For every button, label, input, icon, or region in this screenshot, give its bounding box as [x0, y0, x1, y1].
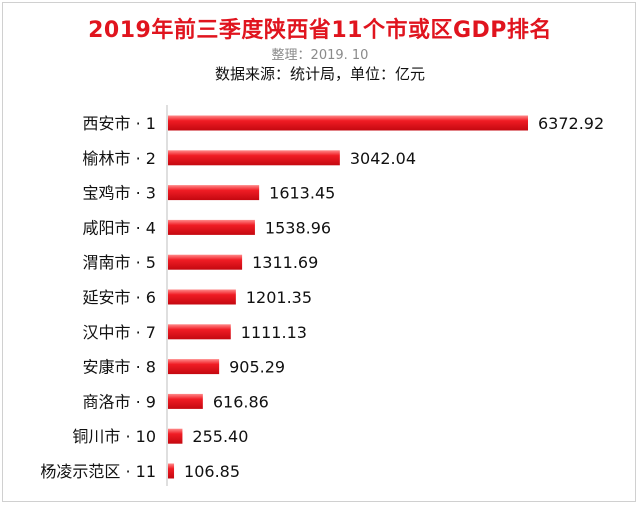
- bar: [168, 115, 528, 131]
- bar: [168, 289, 236, 305]
- chart-frame: [2, 2, 636, 502]
- value-label: 1311.69: [252, 253, 318, 272]
- bar: [168, 254, 243, 270]
- category-label: 宝鸡市 · 3: [83, 184, 156, 203]
- bar: [168, 393, 203, 409]
- value-label: 1538.96: [265, 218, 331, 237]
- value-label: 106.85: [184, 462, 240, 481]
- value-label: 255.40: [192, 427, 248, 446]
- category-label: 汉中市 · 7: [83, 323, 156, 342]
- category-label: 西安市 · 1: [83, 114, 156, 133]
- category-label: 商洛市 · 9: [83, 392, 156, 411]
- bar: [168, 463, 175, 479]
- value-label: 905.29: [229, 358, 285, 377]
- value-label: 6372.92: [538, 114, 604, 133]
- bar: [168, 359, 220, 375]
- category-label: 杨凌示范区 · 11: [40, 462, 156, 481]
- value-label: 1613.45: [269, 184, 335, 203]
- bar: [168, 219, 255, 235]
- category-label: 咸阳市 · 4: [83, 218, 156, 237]
- category-label: 延安市 · 6: [83, 288, 156, 307]
- bar: [168, 324, 231, 340]
- category-label: 安康市 · 8: [83, 358, 156, 377]
- category-label: 铜川市 · 10: [72, 427, 156, 446]
- data-source-note: 数据来源：统计局，单位：亿元: [214, 65, 425, 83]
- chart-subtitle: 整理：2019. 10: [271, 48, 369, 63]
- bar: [168, 428, 183, 444]
- bars-group: 西安市 · 1 6372.92 榆林市 · 2 3042.04 宝鸡市 · 3 1613.…: [40, 114, 604, 481]
- bar: [168, 150, 340, 166]
- value-label: 3042.04: [350, 149, 416, 168]
- category-label: 榆林市 · 2: [83, 149, 156, 168]
- value-label: 616.86: [213, 392, 269, 411]
- value-label: 1201.35: [246, 288, 312, 307]
- bar: [168, 185, 260, 201]
- value-label: 1111.13: [241, 323, 307, 342]
- chart-title: 2019年前三季度陕西省11个市或区GDP排名: [88, 18, 552, 43]
- category-label: 渭南市 · 5: [83, 253, 156, 272]
